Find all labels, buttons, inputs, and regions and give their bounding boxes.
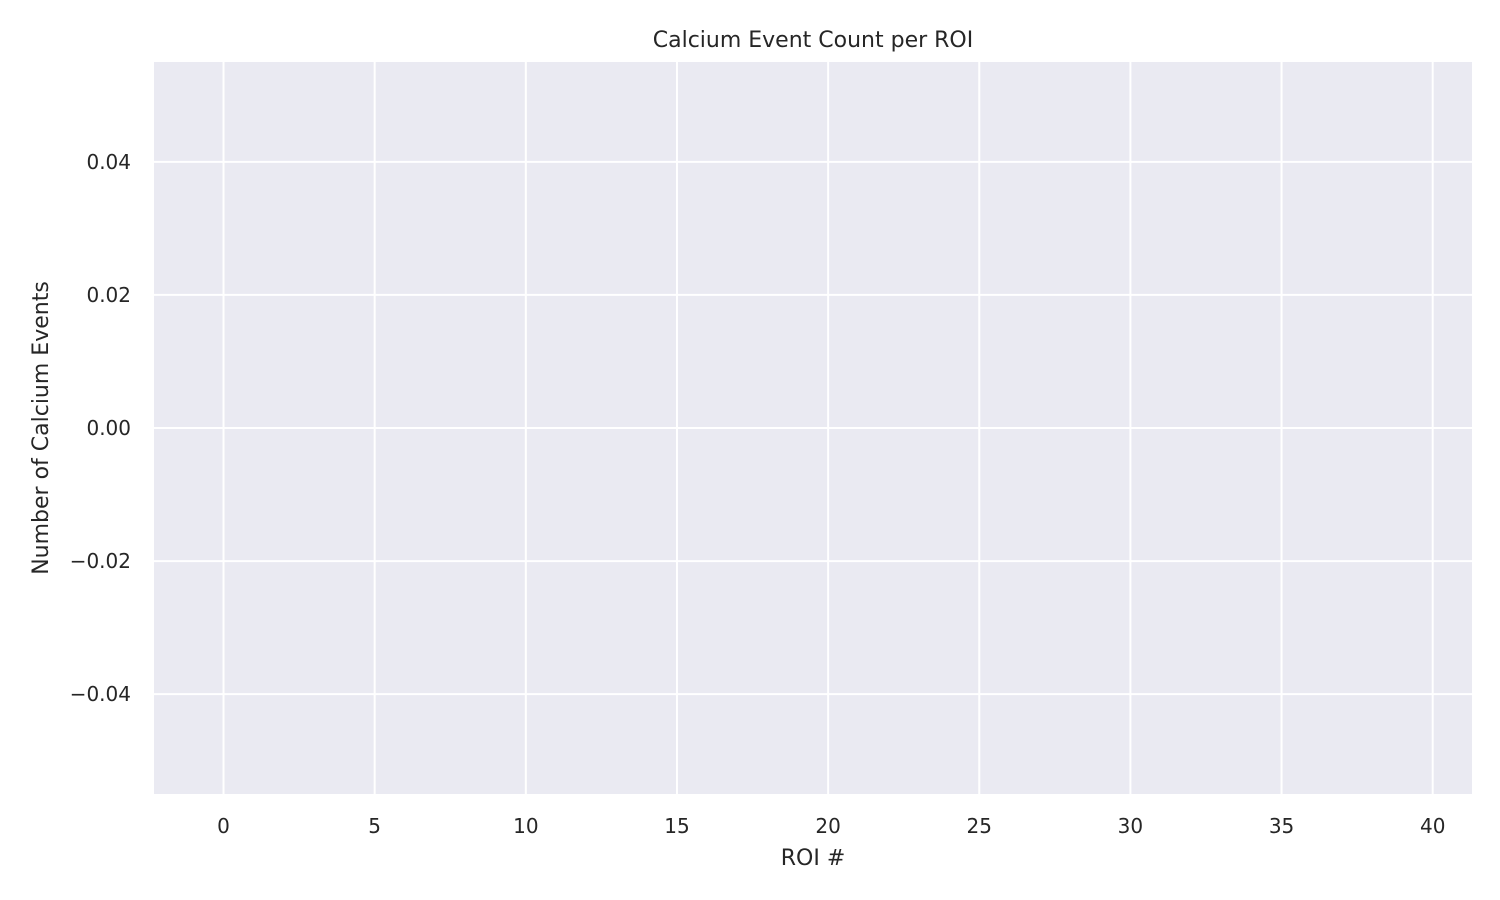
x-tick-label: 40 [1420,814,1445,838]
y-axis-label: Number of Calcium Events [29,281,54,575]
x-tick-label: 15 [664,814,689,838]
x-tick-label: 30 [1118,814,1143,838]
x-tick-label: 5 [368,814,381,838]
chart-title: Calcium Event Count per ROI [653,28,974,53]
y-grid [154,160,1472,696]
x-tick-label: 20 [815,814,840,838]
x-tick-label: 10 [513,814,538,838]
x-axis-label: ROI # [781,846,846,871]
x-tick-label: 25 [967,814,992,838]
y-tick-labels: −0.04 −0.02 0.00 0.02 0.04 [70,150,131,706]
y-tick-label: 0.00 [86,416,131,440]
x-tick-labels: 0 5 10 15 20 25 30 35 40 [217,814,1445,838]
y-tick-label: 0.02 [86,283,131,307]
y-tick-label: 0.04 [86,150,131,174]
x-tick-label: 0 [217,814,230,838]
y-tick-label: −0.02 [70,549,131,573]
y-tick-label: −0.04 [70,682,131,706]
x-tick-label: 35 [1269,814,1294,838]
